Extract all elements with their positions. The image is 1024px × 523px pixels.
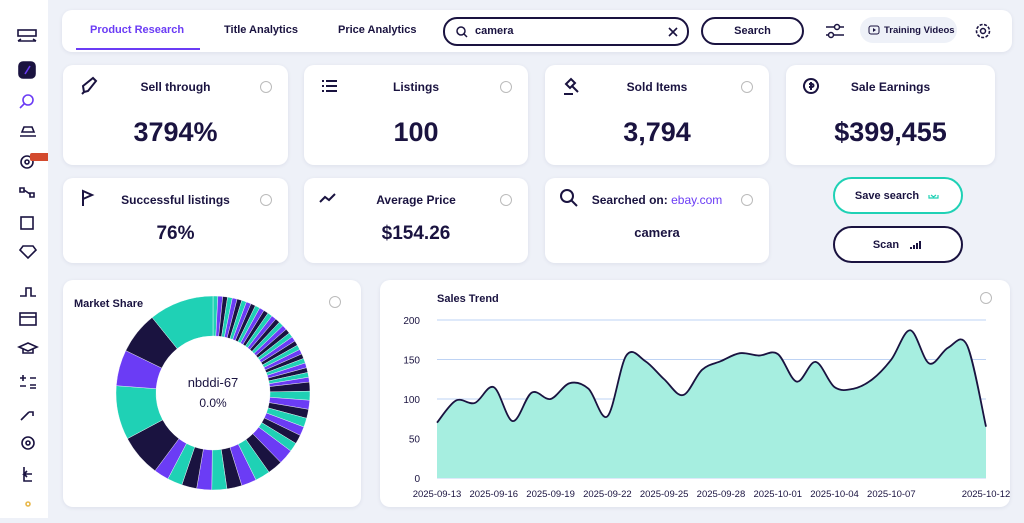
filter-icon[interactable] xyxy=(824,22,846,40)
tab-underline xyxy=(76,48,200,50)
sales-trend-chart: Sales Trend 0 50 100 150 200 2025-09-13 2025-0… xyxy=(403,292,1010,500)
stat-card: Sold Items 3,794 xyxy=(545,65,769,165)
y-tick-label: 50 xyxy=(409,435,421,446)
scan-icon xyxy=(910,240,922,249)
stat-label: Sale Earnings xyxy=(850,80,931,94)
y-tick-label: 100 xyxy=(403,395,420,406)
link[interactable]: ebay.com xyxy=(671,193,723,207)
settings-icon[interactable] xyxy=(974,22,992,40)
stat-icon xyxy=(81,76,98,95)
video-icon xyxy=(868,25,880,35)
search-icon xyxy=(456,26,468,38)
search-button[interactable]: Search xyxy=(701,17,804,45)
label-text: Successful listings xyxy=(121,193,230,207)
stat-label: Searched on: ebay.com xyxy=(545,193,769,207)
y-tick-label: 200 xyxy=(403,316,420,327)
training-button[interactable]: Training Videos xyxy=(860,17,957,43)
button-label: Save search xyxy=(854,189,920,202)
stat-label: Successful listings xyxy=(63,193,288,207)
stat-value: 76% xyxy=(156,223,195,244)
clear-icon[interactable] xyxy=(667,26,679,38)
x-tick-label: 2025-10-01 xyxy=(753,489,802,500)
secondary-card: Average Price $154.26 xyxy=(304,178,528,263)
stat-icon xyxy=(82,189,95,206)
x-tick-label: 2025-09-28 xyxy=(697,489,746,500)
stat-label: Listings xyxy=(392,80,439,94)
help-icon[interactable] xyxy=(741,194,753,206)
chart-title: Sales Trend xyxy=(437,293,499,305)
x-tick-label: 2025-09-25 xyxy=(640,489,689,500)
icon-shape xyxy=(564,77,579,95)
secondary-card: Searched on: ebay.com camera xyxy=(545,178,769,263)
stat-label: Sell through xyxy=(140,80,211,94)
secondary-card: Successful listings 76% xyxy=(63,178,288,263)
chart-title: Market Share xyxy=(74,298,143,310)
help-icon[interactable] xyxy=(741,81,753,93)
stat-value: 100 xyxy=(393,117,439,147)
sidebar xyxy=(0,0,50,518)
stat-value: $399,455 xyxy=(834,117,947,147)
stat-icon xyxy=(560,189,578,207)
stat-value: 3,794 xyxy=(623,117,691,147)
stat-label: Average Price xyxy=(304,193,528,207)
x-tick-label: 2025-09-13 xyxy=(413,489,462,500)
tab[interactable]: Price Analytics xyxy=(338,24,417,36)
save-icon xyxy=(928,194,939,199)
stat-icon xyxy=(319,193,336,203)
stat-label: Sold Items xyxy=(626,80,688,94)
search-box[interactable]: camera xyxy=(443,17,689,46)
save-search-button[interactable]: Save search xyxy=(833,177,963,214)
icon-shape xyxy=(82,189,95,206)
sales-trend-card: Sales Trend 0 50 100 150 200 2025-09-13 2025-0… xyxy=(380,280,1010,507)
center-value: 0.0% xyxy=(199,396,227,410)
icon-shape xyxy=(803,78,819,94)
help-icon[interactable] xyxy=(980,292,992,304)
label-text: Searched on: xyxy=(591,193,668,207)
icon-shape xyxy=(322,80,337,92)
help-icon[interactable] xyxy=(260,194,272,206)
stat-card: Listings 100 xyxy=(304,65,528,165)
x-tick-label: 2025-10-07 xyxy=(867,489,916,500)
stat-icon xyxy=(564,77,579,95)
tab[interactable]: Title Analytics xyxy=(224,24,298,36)
help-icon[interactable] xyxy=(500,81,512,93)
y-tick-label: 0 xyxy=(414,474,420,485)
icon-shape xyxy=(560,189,578,207)
x-tick-label: 2025-09-19 xyxy=(526,489,575,500)
x-tick-label: 2025-09-22 xyxy=(583,489,632,500)
help-icon[interactable] xyxy=(500,194,512,206)
sidebar-icons xyxy=(17,29,50,507)
stat-value: $154.26 xyxy=(381,223,451,244)
center-label: nbddi-67 xyxy=(188,375,239,390)
help-icon[interactable] xyxy=(329,296,341,308)
stat-card: Sell through 3794% xyxy=(63,65,288,165)
search-input[interactable]: camera xyxy=(475,25,514,37)
stat-card: Sale Earnings $399,455 xyxy=(786,65,995,165)
y-tick-label: 150 xyxy=(403,356,420,367)
pie-slice xyxy=(151,295,214,349)
stat-value: camera xyxy=(634,225,680,240)
scan-button[interactable]: Scan xyxy=(833,226,963,263)
tab[interactable]: Product Research xyxy=(90,24,185,36)
x-tick-label: 2025-10-12 xyxy=(962,489,1010,500)
x-tick-label: 2025-09-16 xyxy=(469,489,518,500)
market-share-card: Market Share nbddi-67 0.0% xyxy=(63,280,361,507)
button-label: Scan xyxy=(872,238,900,251)
stat-icon xyxy=(803,78,819,94)
training-label: Training Videos xyxy=(884,25,955,36)
market-share-chart: Market Share nbddi-67 0.0% xyxy=(74,295,341,491)
icon-shape xyxy=(319,193,336,203)
help-icon[interactable] xyxy=(260,81,272,93)
label-text: Average Price xyxy=(376,193,456,207)
x-tick-label: 2025-10-04 xyxy=(810,489,859,500)
stat-value: 3794% xyxy=(133,117,218,147)
top-bar: Product Research Title Analytics Price A… xyxy=(62,10,1012,52)
area xyxy=(437,330,986,478)
icon-shape xyxy=(81,76,98,95)
line xyxy=(436,329,987,427)
stat-icon xyxy=(322,80,337,92)
